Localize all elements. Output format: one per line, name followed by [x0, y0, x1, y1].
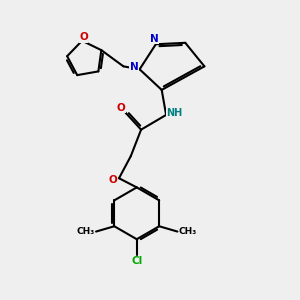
Text: N: N: [130, 62, 139, 72]
Text: Cl: Cl: [131, 256, 142, 266]
Text: NH: NH: [166, 109, 182, 118]
Text: O: O: [79, 32, 88, 42]
Text: N: N: [150, 34, 159, 44]
Text: CH₃: CH₃: [179, 227, 197, 236]
Text: CH₃: CH₃: [76, 227, 94, 236]
Text: O: O: [117, 103, 126, 112]
Text: O: O: [108, 175, 117, 185]
